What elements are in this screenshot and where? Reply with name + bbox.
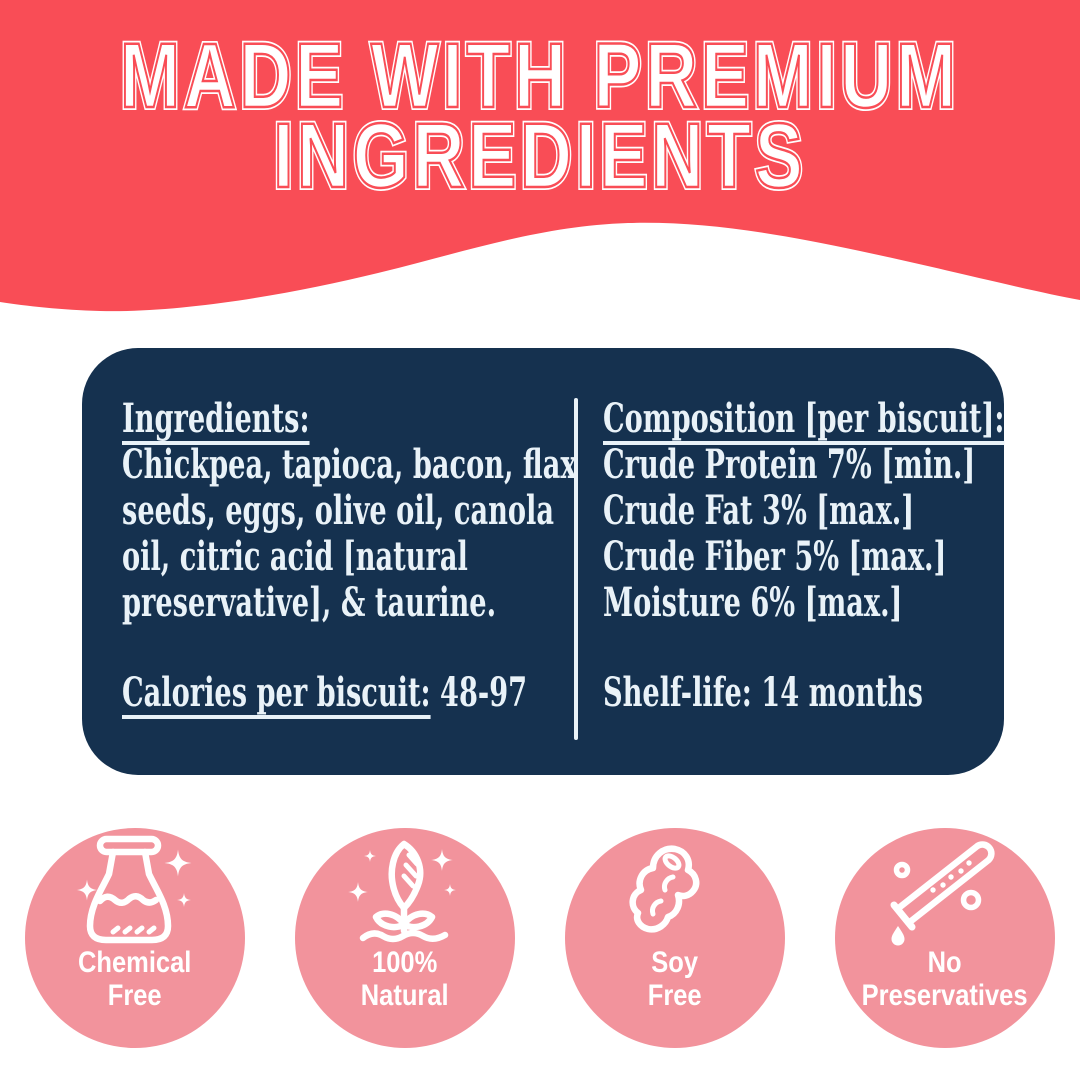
column-divider	[574, 398, 578, 740]
title-text: MADE WITH PREMIUM	[118, 25, 960, 127]
badge-label: Soy Free	[648, 946, 702, 1012]
shelf-life-value: 14 months	[761, 669, 923, 716]
ingredients-list: Chickpea, tapioca, bacon, flax seeds, eg…	[122, 441, 577, 626]
badge-no-preservatives: No Preservatives	[835, 828, 1055, 1048]
info-panel: Ingredients: Chickpea, tapioca, bacon, f…	[82, 348, 1004, 775]
badge-label: 100% Natural	[361, 946, 449, 1012]
badge-label: Chemical Free	[78, 946, 192, 1012]
calories-label: Calories per biscuit:	[122, 669, 431, 716]
page-title-line-1: MADE WITH PREMIUM MADE WITH PREMIUM	[118, 25, 961, 127]
calories-line: Calories per biscuit: 48-97	[122, 670, 527, 716]
composition-list: Crude Protein 7% [min.] Crude Fat 3% [ma…	[603, 441, 976, 626]
test-tube-icon	[890, 841, 995, 946]
shelf-life-line: Shelf-life: 14 months	[603, 670, 923, 716]
red-wave-background	[0, 0, 1080, 312]
sprout-icon	[348, 840, 456, 943]
calories-value: 48-97	[440, 669, 528, 716]
soybean-icon	[629, 845, 700, 933]
hero-section: MADE WITH PREMIUM MADE WITH PREMIUM INGR…	[0, 0, 1080, 400]
composition-heading: Composition [per biscuit]:	[603, 395, 1005, 442]
badge-100-natural: 100% Natural	[295, 828, 515, 1048]
page-title: MADE WITH PREMIUM MADE WITH PREMIUM INGR…	[0, 25, 1080, 207]
ingredients-heading: Ingredients:	[122, 395, 310, 442]
badge-chemical-free: Chemical Free	[25, 828, 245, 1048]
badge-soy-free: Soy Free	[565, 828, 785, 1048]
title-text-inline: MADE WITH PREMIUM	[119, 25, 960, 127]
title-text: INGREDIENTS	[271, 105, 807, 207]
title-text-inline: INGREDIENTS	[272, 105, 807, 207]
flask-icon	[76, 835, 192, 944]
badge-label: No Preservatives	[862, 946, 1028, 1012]
shelf-life-label: Shelf-life:	[603, 669, 752, 716]
page-title-line-2: INGREDIENTS INGREDIENTS	[119, 105, 961, 207]
